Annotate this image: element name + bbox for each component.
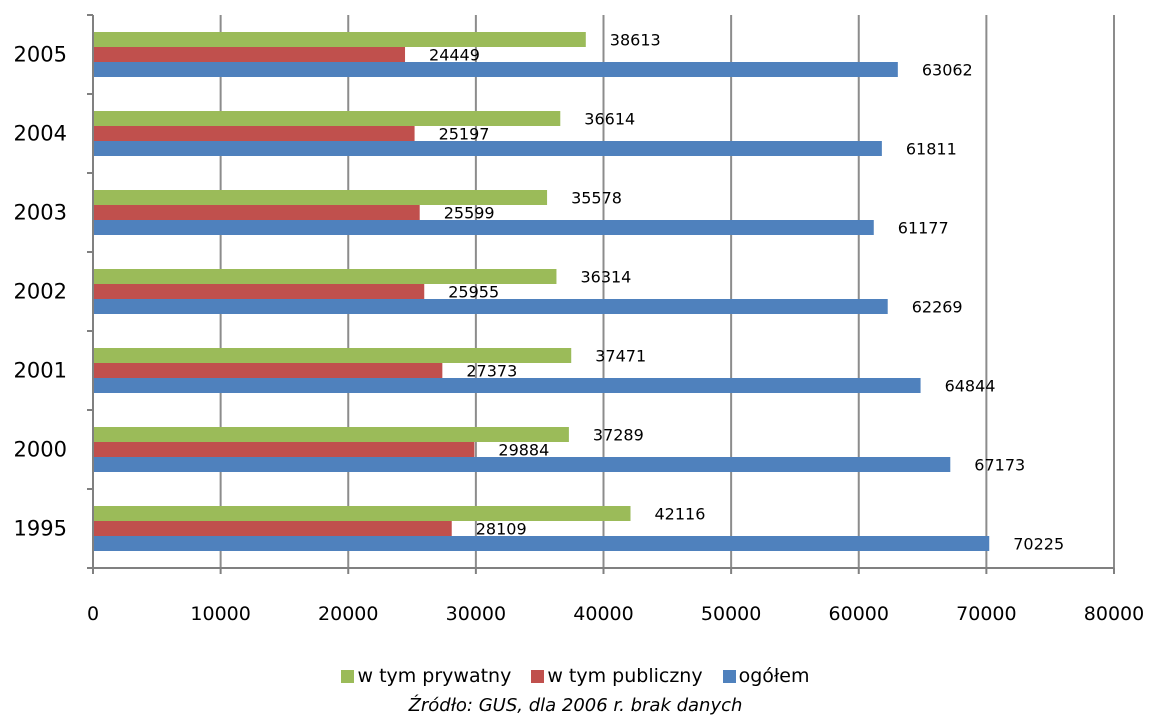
data-label: 62269 <box>912 298 963 317</box>
bar <box>94 427 569 442</box>
bars <box>94 32 990 551</box>
data-label: 37471 <box>595 347 646 366</box>
data-label: 38613 <box>610 31 661 50</box>
bar <box>94 126 415 141</box>
bar <box>94 269 557 284</box>
x-tick-label: 60000 <box>829 603 889 625</box>
bar <box>94 506 631 521</box>
legend-label-total: ogółem <box>738 665 810 687</box>
bar <box>94 141 882 156</box>
data-label: 25599 <box>444 204 495 223</box>
legend-swatch-public <box>531 669 545 683</box>
category-label: 2005 <box>14 43 67 67</box>
data-label: 28109 <box>476 520 527 539</box>
bar <box>94 348 572 363</box>
bar <box>94 363 443 378</box>
category-label: 2001 <box>14 359 67 383</box>
data-label: 35578 <box>571 189 622 208</box>
legend-item-private: w tym prywatny <box>341 665 511 687</box>
x-tick-label: 10000 <box>190 603 250 625</box>
legend-item-public: w tym publiczny <box>531 665 703 687</box>
category-label: 2003 <box>14 201 67 225</box>
bar <box>94 284 425 299</box>
x-tick-label: 50000 <box>701 603 761 625</box>
bar <box>94 536 990 551</box>
bar <box>94 442 475 457</box>
data-label: 64844 <box>945 377 996 396</box>
bar <box>94 205 420 220</box>
bar <box>94 190 548 205</box>
bar <box>94 111 561 126</box>
category-label: 2002 <box>14 280 67 304</box>
data-label: 67173 <box>974 456 1025 475</box>
data-label: 70225 <box>1013 535 1064 554</box>
bar <box>94 299 888 314</box>
data-label: 25955 <box>448 283 499 302</box>
gridlines <box>92 15 1115 574</box>
category-label: 1995 <box>14 517 67 541</box>
data-label: 61177 <box>898 219 949 238</box>
data-label: 24449 <box>429 46 480 65</box>
data-label: 36614 <box>584 110 635 129</box>
legend-swatch-total <box>722 669 736 683</box>
bar <box>94 220 874 235</box>
legend-swatch-private <box>341 669 355 683</box>
y-tick-labels: 2005 2004 2003 2002 2001 2000 1995 <box>14 14 93 569</box>
bar <box>94 47 406 62</box>
data-labels: 38613 24449 63062 36614 25197 61811 35578 25599… <box>429 31 1064 554</box>
data-label: 63062 <box>922 61 973 80</box>
category-label: 2000 <box>14 438 67 462</box>
x-tick-label: 80000 <box>1084 603 1144 625</box>
data-label: 27373 <box>466 362 517 381</box>
data-label: 37289 <box>593 426 644 445</box>
bar <box>94 62 898 77</box>
source-note: Źródło: GUS, dla 2006 r. brak danych <box>408 695 743 716</box>
data-label: 29884 <box>498 441 549 460</box>
bar <box>94 457 951 472</box>
data-label: 25197 <box>439 125 490 144</box>
bar-chart: 0 10000 20000 30000 40000 50000 60000 70000 8000… <box>14 14 1144 625</box>
data-label: 36314 <box>580 268 631 287</box>
category-label: 2004 <box>14 122 67 146</box>
x-tick-label: 40000 <box>573 603 633 625</box>
x-tick-label: 30000 <box>446 603 506 625</box>
data-label: 42116 <box>655 505 706 524</box>
x-tick-label: 20000 <box>318 603 378 625</box>
x-tick-label: 70000 <box>956 603 1016 625</box>
legend-label-public: w tym publiczny <box>547 665 703 687</box>
x-tick-label: 0 <box>87 603 99 625</box>
bar <box>94 378 921 393</box>
bar <box>94 521 452 536</box>
bar <box>94 32 586 47</box>
data-label: 61811 <box>906 140 957 159</box>
legend-label-private: w tym prywatny <box>357 665 512 687</box>
legend-item-total: ogółem <box>722 665 810 687</box>
x-tick-labels: 0 10000 20000 30000 40000 50000 60000 70000 8000… <box>87 603 1144 625</box>
legend: w tym prywatny w tym publiczny ogółem <box>0 663 1151 689</box>
